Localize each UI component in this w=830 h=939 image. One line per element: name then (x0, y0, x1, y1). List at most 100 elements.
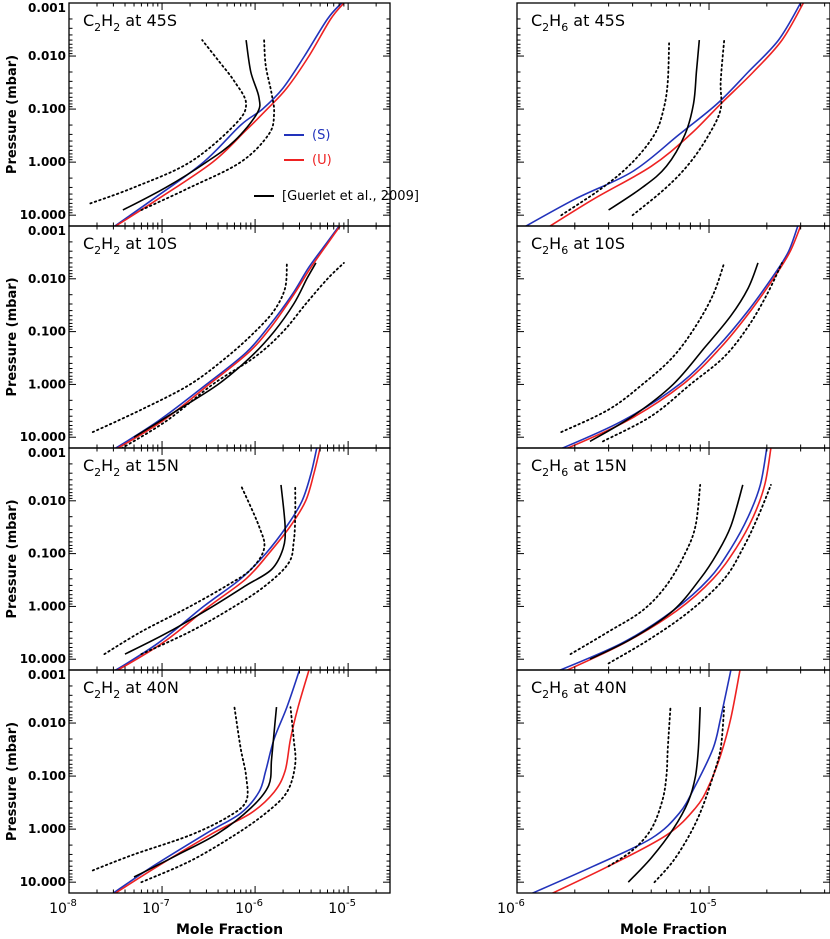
x-tick-label: 10-8 (49, 898, 77, 917)
y-tick-label: 0.100 (28, 325, 66, 339)
y-tick-label: 0.001 (28, 446, 66, 460)
series-s-line (114, 226, 340, 448)
series-group (103, 448, 321, 670)
y-tick-label: 0.100 (28, 547, 66, 561)
x-tick-exponent: -7 (160, 898, 170, 909)
title-species: C (531, 234, 542, 253)
legend-label: (S) (312, 128, 330, 143)
title-species: H (549, 234, 561, 253)
y-axis-label: Pressure (mbar) (5, 55, 20, 174)
lower-bound-line (91, 706, 249, 872)
y-tick-label: 1.000 (28, 599, 66, 613)
title-species: C (83, 11, 94, 30)
title-location: at 45S (568, 11, 625, 30)
title-species: C (83, 678, 94, 697)
title-subscript: 2 (94, 21, 101, 34)
title-subscript: 2 (113, 244, 120, 257)
lower-bound-line (89, 39, 248, 205)
chart-panel: 0.001 0.010 0.100 1.000 10.000 Pressure (mbar… (5, 446, 391, 671)
y-tick-label: 0.001 (28, 1, 66, 15)
y-tick-label: 1.000 (28, 377, 66, 391)
upper-bound-line (140, 706, 297, 884)
panel-title: C2H6 at 10S (531, 234, 625, 257)
guerlet-line (589, 262, 759, 443)
plot-frame (68, 447, 391, 671)
lower-bound-line (103, 484, 266, 655)
title-species: H (549, 456, 561, 475)
title-subscript: 2 (542, 466, 549, 479)
upper-bound-line (631, 39, 726, 217)
chart-panel: C2H6 at 45S (516, 2, 830, 227)
x-tick-label: 10-7 (142, 898, 170, 917)
legend: (S) (U) [Guerlet et al., 2009] (254, 128, 419, 204)
series-s-line (560, 226, 799, 448)
y-tick-label: 1.000 (28, 822, 66, 836)
x-tick-label: 10-5 (328, 898, 356, 917)
series-u-line (114, 670, 310, 893)
title-subscript: 2 (542, 21, 549, 34)
title-location: at 10S (120, 234, 177, 253)
series-s-line (558, 448, 768, 670)
y-axis-label: Pressure (mbar) (5, 277, 20, 396)
series-u-line (116, 448, 321, 670)
guerlet-line (133, 262, 317, 438)
legend-label: [Guerlet et al., 2009] (282, 189, 419, 204)
y-tick-label: 0.100 (28, 769, 66, 783)
title-subscript: 2 (113, 466, 120, 479)
lower-bound-line (560, 262, 726, 433)
panel-title: C2H2 at 45S (83, 11, 177, 34)
title-subscript: 2 (94, 244, 101, 257)
y-tick-label: 10.000 (20, 652, 66, 666)
panel-title: C2H6 at 40N (531, 678, 627, 701)
y-tick-label: 0.100 (28, 102, 66, 116)
title-subscript: 6 (561, 688, 568, 701)
x-tick-exponent: -8 (67, 898, 77, 909)
x-tick-base: 10 (235, 901, 253, 917)
upper-bound-line (140, 484, 297, 655)
title-species: H (101, 11, 113, 30)
panel-title: C2H2 at 40N (83, 678, 179, 701)
title-location: at 15N (568, 456, 627, 475)
title-species: H (549, 11, 561, 30)
series-u-line (565, 448, 772, 670)
y-axis-label: Pressure (mbar) (5, 499, 20, 618)
title-subscript: 2 (113, 688, 120, 701)
upper-bound-line (602, 262, 783, 443)
x-tick-exponent: -6 (515, 898, 525, 909)
title-species: C (83, 456, 94, 475)
title-species: C (531, 456, 542, 475)
series-s-line (112, 670, 301, 893)
title-subscript: 2 (94, 688, 101, 701)
chart-panel: C2H6 at 15N (516, 447, 830, 671)
x-tick-base: 10 (497, 901, 515, 917)
panel-title: C2H6 at 45S (531, 11, 625, 34)
panel-title: C2H2 at 10S (83, 234, 177, 257)
title-species: H (549, 678, 561, 697)
y-tick-label: 0.010 (28, 716, 66, 730)
title-species: H (101, 678, 113, 697)
title-subscript: 6 (561, 466, 568, 479)
chart-panel: 0.001 0.010 0.100 1.000 10.000 Pressure (mbar… (5, 668, 391, 938)
x-tick-base: 10 (689, 901, 707, 917)
upper-bound-line (140, 39, 276, 211)
title-location: at 40N (568, 678, 627, 697)
series-u-line (548, 3, 805, 226)
title-subscript: 2 (113, 21, 120, 34)
title-species: C (531, 678, 542, 697)
title-location: at 40N (120, 678, 179, 697)
x-tick-label: 10-5 (689, 898, 717, 917)
series-u-line (114, 3, 345, 226)
y-tick-label: 0.001 (28, 224, 66, 238)
x-tick-label: 10-6 (497, 898, 525, 917)
series-s-line (524, 3, 802, 226)
legend-label: (U) (312, 153, 332, 168)
series-s-line (113, 3, 343, 226)
series-group (558, 448, 772, 670)
series-group (91, 226, 345, 448)
title-subscript: 2 (542, 244, 549, 257)
guerlet-line (608, 40, 701, 211)
x-tick-label: 10-6 (235, 898, 263, 917)
x-tick-base: 10 (142, 901, 160, 917)
guerlet-line (627, 707, 701, 883)
